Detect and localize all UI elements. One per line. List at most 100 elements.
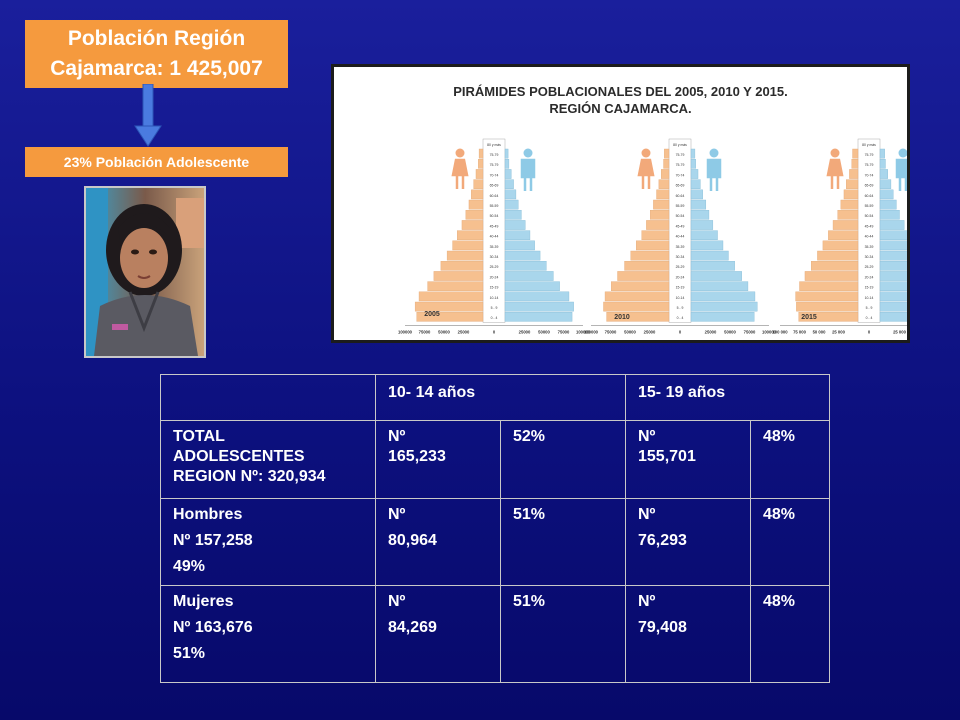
x-tick-label: 50 000 xyxy=(813,329,826,334)
female-bar xyxy=(840,199,859,210)
female-bar xyxy=(832,220,859,230)
x-tick-label: 25 000 xyxy=(832,329,845,334)
table-row: Mujeres Nº 163,676 51% Nº 84,269 51% Nº … xyxy=(160,585,830,683)
male-bar xyxy=(879,230,907,241)
male-bar xyxy=(504,291,570,302)
header-10-14: 10- 14 años xyxy=(375,374,626,421)
male-person-icon xyxy=(706,158,722,191)
count-value: 76,293 xyxy=(638,532,687,549)
female-bar xyxy=(828,230,859,241)
female-bar xyxy=(646,220,670,230)
age-label: 50-54 xyxy=(865,214,874,218)
female-bar xyxy=(617,271,670,281)
age-label: 0 - 4 xyxy=(491,316,498,320)
pyramids-title-line2: REGIÓN CAJAMARCA. xyxy=(549,101,692,116)
age-label: 30-34 xyxy=(865,255,874,259)
female-bar xyxy=(478,148,484,159)
x-tick-label: 100000 xyxy=(762,329,777,334)
age-label: 75-79 xyxy=(865,163,874,167)
x-tick-label: 100000 xyxy=(576,329,591,334)
female-bar xyxy=(822,240,859,251)
x-tick-label: 75 000 xyxy=(793,329,806,334)
female-bar xyxy=(661,169,670,179)
count-label: Nº xyxy=(638,506,656,523)
male-bar xyxy=(504,271,554,281)
pyramids-chart-area: 80 y más 75-79 75-79 70-74 65-69 60-64 55-59 50… xyxy=(398,138,907,334)
male-bar xyxy=(690,148,696,159)
male-bar xyxy=(690,189,703,200)
female-bar xyxy=(851,158,859,169)
male-bar xyxy=(504,260,547,271)
count-cell-10-14: Nº 165,233 xyxy=(375,420,501,499)
female-bar xyxy=(473,179,484,189)
population-pyramids-panel: PIRÁMIDES POBLACIONALES DEL 2005, 2010 Y… xyxy=(334,67,907,340)
female-bar xyxy=(804,271,859,281)
female-bar xyxy=(471,189,484,200)
female-bar xyxy=(475,169,484,179)
female-bar xyxy=(465,209,484,220)
row-label-females: Mujeres Nº 163,676 51% xyxy=(160,585,376,683)
male-person-icon xyxy=(895,158,907,191)
male-bar xyxy=(879,189,894,200)
male-person-icon xyxy=(898,148,907,158)
row-label-line: 49% xyxy=(173,558,206,575)
male-bar xyxy=(879,220,905,230)
row-label-line: Nº 163,676 xyxy=(173,619,253,636)
male-bar xyxy=(879,250,907,261)
male-bar xyxy=(504,240,535,251)
age-label: 70-74 xyxy=(865,173,874,177)
female-bar xyxy=(468,199,484,210)
count-cell-10-14: Nº 84,269 xyxy=(375,585,501,683)
x-tick-label: 50000 xyxy=(538,329,550,334)
female-bar xyxy=(604,291,670,302)
male-bar xyxy=(504,311,573,322)
x-tick-label: 100000 xyxy=(398,329,413,334)
female-bar xyxy=(418,291,484,302)
female-bar xyxy=(656,189,670,200)
pyramids-title-line1: PIRÁMIDES POBLACIONALES DEL 2005, 2010 Y… xyxy=(453,84,788,99)
female-bar xyxy=(811,260,859,271)
row-label-males: Hombres Nº 157,258 49% xyxy=(160,498,376,586)
female-bar xyxy=(452,240,484,251)
male-bar xyxy=(879,148,885,159)
male-bar xyxy=(879,209,900,220)
female-person-icon xyxy=(830,148,840,158)
table-header-empty-cell xyxy=(160,374,376,421)
female-bar xyxy=(846,179,859,189)
count-label: Nº xyxy=(388,593,406,610)
header-15-19: 15- 19 años xyxy=(625,374,830,421)
age-label: 40-44 xyxy=(490,235,499,239)
age-label: 15-19 xyxy=(676,286,685,290)
male-bar xyxy=(690,179,701,189)
count-label: Nº xyxy=(638,428,656,445)
male-person-icon xyxy=(709,148,719,158)
age-label: 55-59 xyxy=(865,204,874,208)
age-label: 75-79 xyxy=(490,163,499,167)
age-label: 15-19 xyxy=(865,286,874,290)
age-label: 75-79 xyxy=(676,153,685,157)
female-bar xyxy=(817,250,859,261)
male-bar xyxy=(879,179,892,189)
x-tick-label: 75000 xyxy=(605,329,617,334)
age-label: 20-24 xyxy=(676,275,685,279)
percent-cell-15-19: 48% xyxy=(750,585,830,683)
age-label: 10-14 xyxy=(490,296,499,300)
male-bar xyxy=(690,209,710,220)
female-person-icon xyxy=(826,158,844,189)
age-label: 5 - 9 xyxy=(491,306,498,310)
year-label: 2010 xyxy=(614,314,630,321)
x-tick-label: 25000 xyxy=(705,329,717,334)
female-person-icon xyxy=(451,158,469,189)
age-label: 80 y más xyxy=(487,143,501,147)
percent-cell-10-14: 51% xyxy=(500,585,626,683)
male-bar xyxy=(879,281,907,292)
male-bar xyxy=(879,169,889,179)
age-label: 65-69 xyxy=(676,184,685,188)
x-tick-label: 50000 xyxy=(438,329,450,334)
x-tick-label: 50000 xyxy=(624,329,636,334)
row-label-line: 51% xyxy=(173,645,206,662)
female-bar xyxy=(663,158,670,169)
female-person-icon xyxy=(455,148,465,158)
count-label: Nº xyxy=(388,506,406,523)
male-bar xyxy=(504,199,519,210)
